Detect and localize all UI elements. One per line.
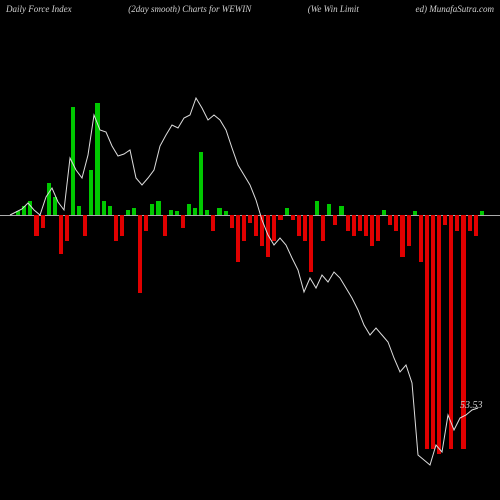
force-index-chart: 53.53 — [0, 20, 500, 480]
last-value-label: 53.53 — [460, 400, 483, 411]
price-polyline — [10, 98, 478, 465]
header-right: ed) MunafaSutra.com — [416, 4, 495, 14]
price-line-svg — [0, 20, 500, 480]
chart-header: Daily Force Index (2day smooth) Charts f… — [0, 0, 500, 18]
header-center-right: (We Win Limit — [308, 4, 359, 14]
header-center-left: (2day smooth) Charts for WEWIN — [128, 4, 251, 14]
header-left: Daily Force Index — [6, 4, 72, 14]
